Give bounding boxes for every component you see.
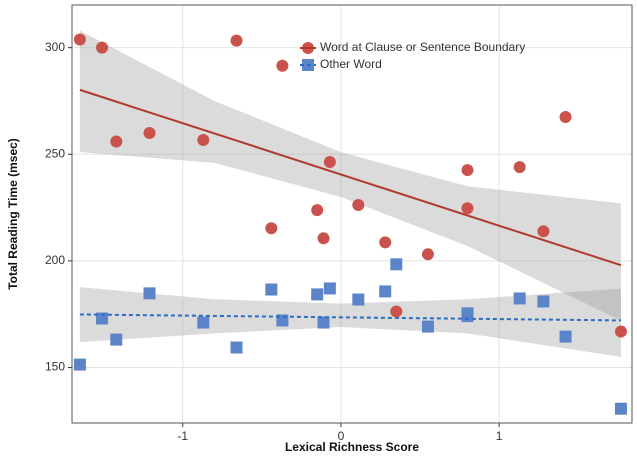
legend-label: Word at Clause or Sentence Boundary [320, 40, 525, 54]
point [265, 283, 278, 296]
point [461, 202, 474, 215]
point [110, 135, 123, 148]
point [265, 222, 278, 235]
y-tick-label: 300 [45, 40, 65, 54]
point [110, 333, 123, 346]
plot-border [71, 4, 633, 424]
point [352, 199, 365, 212]
x-tick-label: 0 [338, 429, 345, 443]
point [230, 34, 243, 47]
point [513, 161, 526, 174]
y-tick-label: 250 [45, 146, 65, 160]
point [317, 232, 330, 245]
point [379, 236, 392, 249]
point [323, 155, 336, 168]
point [197, 316, 210, 329]
point [96, 41, 109, 54]
point [73, 33, 86, 46]
y-tick-label: 150 [45, 360, 65, 374]
point [352, 293, 365, 306]
point [323, 282, 336, 295]
point [537, 295, 550, 308]
x-axis-title: Lexical Richness Score [285, 440, 419, 454]
point [317, 316, 330, 329]
point [559, 110, 572, 123]
y-tick-label: 200 [45, 253, 65, 267]
point [461, 164, 474, 177]
point [73, 358, 86, 371]
point [559, 330, 572, 343]
fit-line [79, 88, 622, 267]
x-tick-label: -1 [177, 429, 188, 443]
point [311, 204, 324, 217]
point [461, 307, 474, 320]
point [513, 292, 526, 305]
point [143, 126, 156, 139]
point [276, 59, 289, 72]
point [197, 133, 210, 146]
point [379, 285, 392, 298]
point [614, 402, 627, 415]
point [421, 320, 434, 333]
point [311, 288, 324, 301]
legend-label: Other Word [320, 57, 382, 71]
fit-line [79, 313, 621, 322]
plot-background [72, 5, 632, 423]
point [614, 325, 627, 338]
point [537, 225, 550, 238]
point [143, 287, 156, 300]
point [230, 341, 243, 354]
point [96, 312, 109, 325]
x-tick-label: 1 [496, 429, 503, 443]
point [390, 258, 403, 271]
y-axis-title: Total Reading Time (msec) [6, 138, 20, 290]
confidence-band [79, 287, 621, 357]
point [421, 248, 434, 261]
point [390, 305, 403, 318]
confidence-band [79, 30, 621, 321]
